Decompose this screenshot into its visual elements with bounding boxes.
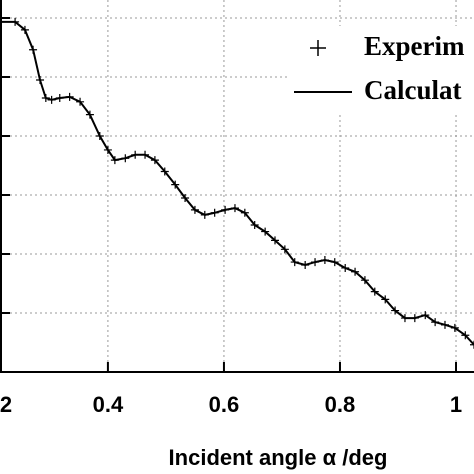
x-tick-label: 1 — [450, 392, 462, 417]
legend-label: Calculat — [364, 75, 462, 105]
x-tick-label: 2 — [0, 392, 12, 417]
legend-marker — [310, 40, 326, 56]
legend-label: Experim — [364, 31, 465, 61]
x-axis-label: Incident angle α /deg — [169, 445, 388, 470]
legend-box — [288, 26, 474, 114]
x-tick-label: 0.6 — [209, 392, 240, 417]
data-line — [0, 20, 474, 346]
legend: Experim Calculat — [288, 26, 474, 114]
x-tick-label: 0.4 — [93, 392, 124, 417]
data-point — [470, 340, 474, 349]
x-tick-label: 0.8 — [325, 392, 356, 417]
